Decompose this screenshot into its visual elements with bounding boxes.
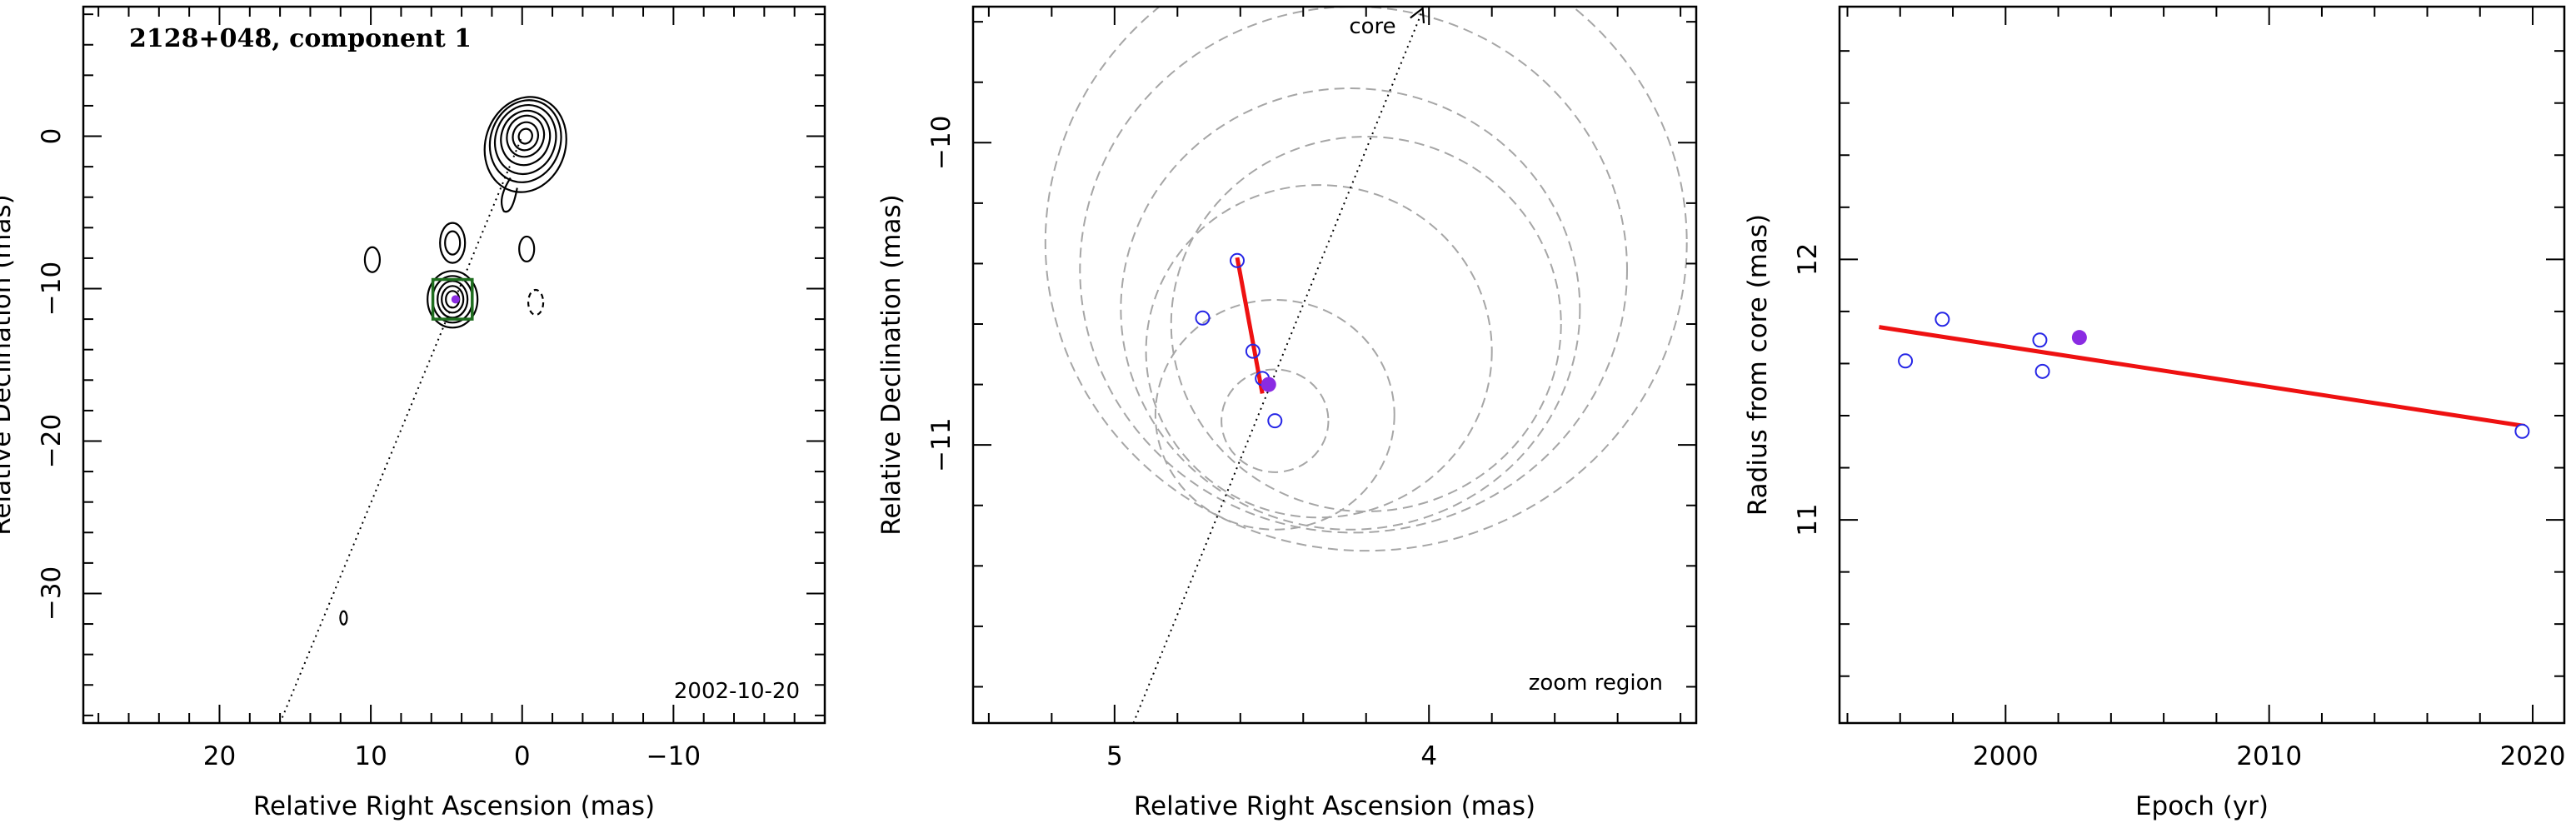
knot-contour bbox=[439, 222, 467, 264]
y-tick-label: −30 bbox=[37, 566, 67, 621]
plot-frame bbox=[1838, 5, 2566, 725]
error-circle bbox=[1154, 298, 1395, 531]
y-tick-label: −10 bbox=[926, 116, 956, 170]
component-contour bbox=[441, 285, 465, 314]
core-contour bbox=[494, 103, 557, 176]
radius-point bbox=[2514, 423, 2530, 439]
plot-frame bbox=[971, 5, 1698, 725]
x-tick-label: 10 bbox=[354, 741, 387, 771]
error-circle bbox=[1120, 87, 1581, 531]
y-tick-label: 11 bbox=[1793, 503, 1823, 536]
x-tick-label: −10 bbox=[646, 741, 701, 771]
current-epoch-point bbox=[2071, 330, 2087, 346]
position-point bbox=[1245, 343, 1261, 359]
feature-contour bbox=[339, 610, 348, 626]
x-tick-label: 4 bbox=[1420, 741, 1437, 771]
core-contour bbox=[500, 109, 552, 167]
x-tick-label: 2000 bbox=[1973, 741, 2039, 771]
x-tick-label: 20 bbox=[203, 741, 236, 771]
panel-title: 2128+048, component 1 bbox=[129, 24, 472, 53]
radius-point bbox=[2032, 332, 2048, 348]
plot-frame bbox=[82, 5, 826, 725]
y-axis-label: Relative Declination (mas) bbox=[876, 194, 906, 536]
x-tick-label: 2010 bbox=[2236, 741, 2302, 771]
core-contour bbox=[512, 121, 540, 152]
zoom-region-label: zoom region bbox=[1529, 671, 1663, 696]
knot-contour bbox=[444, 230, 462, 256]
fit-line bbox=[1879, 325, 2525, 428]
epoch-label: 2002-10-20 bbox=[674, 679, 800, 704]
core-arrow-label: core bbox=[1349, 14, 1395, 39]
radius-point bbox=[1898, 353, 1914, 369]
fit-line bbox=[1235, 257, 1265, 394]
core-contour bbox=[488, 99, 562, 183]
plot-area bbox=[279, 96, 567, 723]
x-tick-label: 5 bbox=[1106, 741, 1123, 771]
position-point bbox=[1230, 252, 1246, 268]
y-axis-label: Radius from core (mas) bbox=[1743, 214, 1773, 516]
component-marker bbox=[451, 295, 460, 304]
position-point bbox=[1267, 413, 1283, 429]
core-contour-tail bbox=[501, 177, 518, 213]
core-contour bbox=[483, 96, 567, 193]
panel-contour-map: 20 10 0 −10 0 −10 −20 −30 Relative Right Ascensi… bbox=[0, 5, 826, 821]
error-circle bbox=[1170, 136, 1562, 512]
y-tick-label: −10 bbox=[37, 262, 67, 316]
core-contour bbox=[517, 127, 533, 145]
x-tick-label: 2020 bbox=[2500, 741, 2566, 771]
radius-point bbox=[2034, 363, 2050, 379]
core-contour bbox=[506, 114, 546, 158]
component-contour bbox=[437, 280, 469, 319]
component-box bbox=[431, 277, 474, 321]
x-axis-label: Epoch (yr) bbox=[2135, 791, 2269, 821]
panel-zoom-region: 5 4 −10 −11 Relative Right Ascension (mas) Re… bbox=[876, 5, 1698, 821]
plot-area bbox=[1879, 312, 2530, 439]
y-tick-label: 0 bbox=[37, 128, 67, 145]
feature-contour bbox=[518, 235, 536, 263]
y-tick-label: 12 bbox=[1793, 243, 1823, 276]
y-tick-label: −11 bbox=[926, 417, 956, 471]
error-circle bbox=[1044, 7, 1688, 552]
position-point bbox=[1195, 310, 1211, 326]
plot-area bbox=[1044, 7, 1688, 723]
x-tick-label: 0 bbox=[514, 741, 531, 771]
error-circle bbox=[1079, 7, 1628, 534]
y-tick-label: −20 bbox=[37, 414, 67, 468]
x-axis-label: Relative Right Ascension (mas) bbox=[253, 791, 655, 821]
current-epoch-point bbox=[1261, 377, 1276, 392]
panel-radius-vs-epoch: 2000 2010 2020 11 12 Epoch (yr) Radius from co… bbox=[1743, 5, 2566, 821]
component-contour bbox=[427, 270, 479, 329]
y-axis-label: Relative Declination (mas) bbox=[0, 194, 17, 536]
x-axis-label: Relative Right Ascension (mas) bbox=[1134, 791, 1535, 821]
negative-contour bbox=[527, 288, 545, 317]
error-circle bbox=[1221, 368, 1330, 473]
radius-point bbox=[1934, 312, 1950, 327]
feature-contour bbox=[363, 246, 382, 273]
core-direction-arrow bbox=[1410, 7, 1425, 24]
error-circle bbox=[1145, 184, 1493, 519]
jet-axis-line bbox=[279, 136, 523, 723]
